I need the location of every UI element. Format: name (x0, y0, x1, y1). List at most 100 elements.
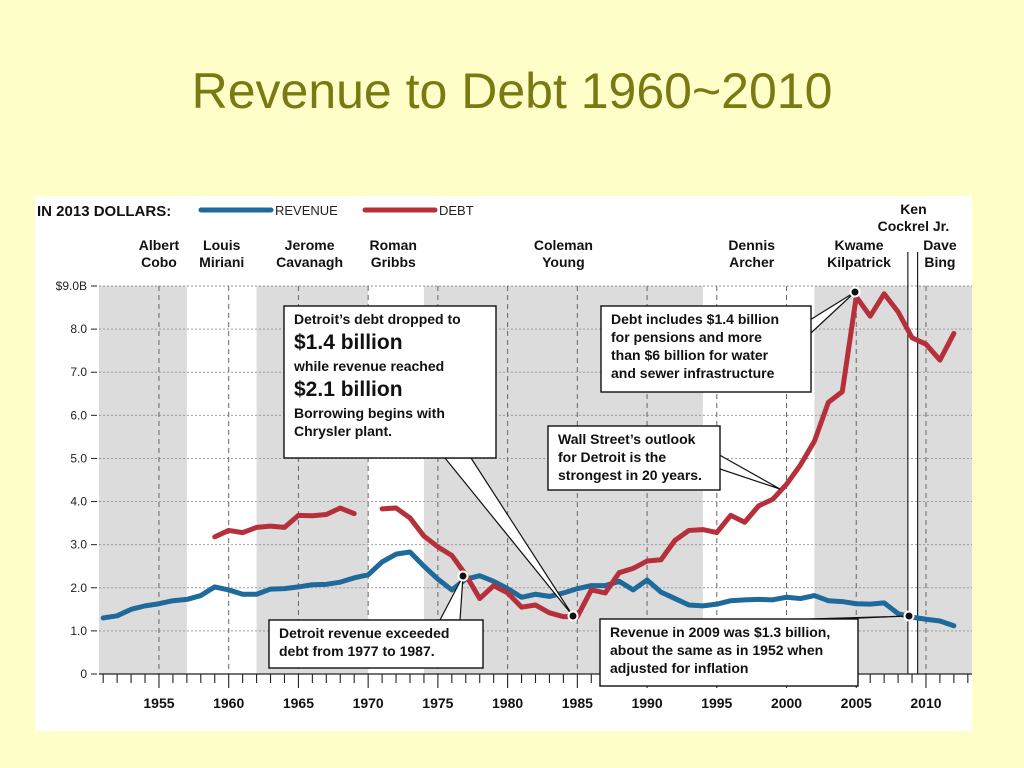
data-point-revenue (422, 564, 426, 568)
x-tick-label: 1975 (422, 695, 453, 711)
data-point-debt (380, 507, 384, 511)
data-point-debt (352, 512, 356, 516)
x-tick-label: 1995 (701, 695, 732, 711)
data-point-revenue (729, 599, 733, 603)
data-point-debt (408, 516, 412, 520)
data-point-revenue (366, 573, 370, 577)
mayor-labels: Albert Cobo Louis Miriani Jerome Cavanagh Roma… (139, 201, 957, 270)
mayor-label: Dave Bing (923, 237, 957, 270)
data-point-revenue (757, 597, 761, 602)
x-tick-label: 1990 (631, 695, 662, 711)
mayor-label: Kwame Kilpatrick (827, 237, 891, 270)
y-tick-label: 0 (80, 667, 87, 681)
data-point-revenue (199, 593, 203, 598)
data-point-revenue (254, 592, 259, 596)
data-point-debt (603, 591, 607, 595)
callout-text-line: while revenue reached (293, 358, 444, 374)
mayor-label: Louis Miriani (199, 237, 244, 270)
mayor-label-line: Dave (923, 237, 957, 253)
legend: IN 2013 DOLLARS: REVENUE DEBT (37, 203, 474, 220)
data-point-revenue (770, 598, 775, 602)
data-point-debt (896, 310, 900, 314)
callout-box (268, 619, 484, 669)
callout-box (599, 618, 859, 687)
mayor-label-line: Cavanagh (276, 254, 343, 270)
data-point-debt (617, 571, 621, 575)
callout-marker (567, 610, 579, 622)
slide-title: Revenue to Debt 1960~2010 (191, 63, 833, 119)
data-point-revenue (227, 588, 231, 592)
data-point-revenue (129, 607, 133, 611)
data-point-revenue (547, 594, 552, 598)
data-point-debt (784, 482, 789, 486)
data-point-debt (812, 439, 817, 443)
callout-text-line: Debt includes $1.4 billion (611, 311, 779, 327)
mayor-label: Dennis Archer (728, 237, 775, 270)
chart-panel: 0 1.0 2.0 3.0 4.0 5.0 6.0 7.0 8.0 $9.0B 1955 1960 19… (35, 196, 972, 731)
data-point-revenue (338, 580, 342, 584)
data-point-revenue (896, 612, 900, 616)
data-point-revenue (743, 598, 747, 602)
data-point-revenue (506, 587, 510, 591)
data-point-revenue (352, 576, 356, 580)
mayor-label-line: Gribbs (371, 254, 416, 270)
callout-box (600, 305, 812, 393)
data-point-revenue (185, 597, 189, 602)
callout-text-line: adjusted for inflation (610, 660, 748, 676)
x-tick-label: 1960 (213, 695, 244, 711)
data-point-revenue (617, 579, 621, 583)
data-point-revenue (812, 593, 817, 598)
data-point-debt (519, 605, 524, 609)
mayor-label-line: Albert (139, 237, 180, 253)
data-point-debt (436, 545, 440, 549)
x-tick-label: 1985 (562, 695, 593, 711)
data-point-debt (450, 553, 454, 558)
data-point-revenue (143, 604, 147, 608)
mayor-label-line: Archer (729, 254, 775, 270)
mayor-label-line: Roman (370, 237, 417, 253)
data-point-revenue (115, 614, 119, 618)
data-point-debt (506, 591, 510, 595)
x-tick-label: 1955 (143, 695, 174, 711)
x-tick-label: 1965 (283, 695, 314, 711)
series-line-debt (379, 291, 957, 620)
data-point-revenue (826, 599, 830, 603)
data-point-revenue (478, 574, 482, 578)
data-point-revenue (157, 602, 161, 606)
data-point-revenue (798, 596, 803, 601)
mayor-label-line: Ken (900, 201, 926, 217)
callout-marker (849, 286, 861, 298)
data-point-debt (826, 400, 830, 404)
y-tick-label: 8.0 (70, 322, 87, 336)
data-point-revenue (519, 595, 524, 599)
legend-header: IN 2013 DOLLARS: (37, 203, 171, 220)
mayor-label: Ken Cockrel Jr. (878, 201, 950, 234)
legend-label-debt: DEBT (439, 203, 474, 218)
data-point-revenue (492, 579, 496, 583)
mayor-label: Coleman Young (534, 237, 593, 270)
term-dividers (907, 252, 919, 674)
callout-marker (457, 570, 469, 582)
data-point-debt (840, 390, 844, 394)
x-tick-label: 1980 (492, 695, 523, 711)
callout-text-line: $1.4 billion (294, 331, 403, 354)
data-point-debt (673, 538, 677, 542)
y-tick-label: 1.0 (70, 624, 87, 638)
series-lines (100, 291, 957, 629)
data-point-revenue (436, 577, 440, 581)
data-point-debt (241, 530, 245, 535)
x-tick-label: 2000 (771, 695, 802, 711)
data-point-revenue (380, 560, 384, 564)
mayor-label-line: Kilpatrick (827, 254, 891, 270)
y-tick-label: 5.0 (70, 451, 87, 465)
data-point-debt (254, 525, 259, 530)
callout-text-line: and sewer infrastructure (611, 365, 775, 381)
data-point-debt (687, 528, 691, 533)
series-line-revenue (100, 549, 957, 629)
callout-text-line: $2.1 billion (294, 378, 403, 401)
data-point-revenue (659, 590, 663, 594)
data-point-revenue (687, 603, 691, 607)
data-point-debt (659, 558, 663, 562)
mayor-label-line: Dennis (728, 237, 775, 253)
x-tick-label: 2010 (910, 695, 941, 711)
